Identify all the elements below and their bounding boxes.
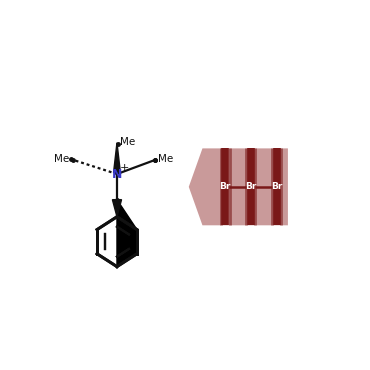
Text: Me: Me (120, 137, 135, 147)
Polygon shape (117, 217, 137, 267)
Polygon shape (117, 217, 137, 254)
Text: Br: Br (219, 182, 231, 191)
Polygon shape (114, 143, 120, 172)
Polygon shape (117, 200, 137, 229)
Text: Me: Me (54, 154, 70, 164)
Text: N: N (112, 168, 122, 181)
Polygon shape (112, 200, 121, 217)
Text: Me: Me (158, 154, 173, 164)
Text: Br: Br (271, 182, 282, 191)
Text: Br: Br (245, 182, 256, 191)
Polygon shape (189, 148, 288, 225)
Text: +: + (120, 163, 130, 173)
